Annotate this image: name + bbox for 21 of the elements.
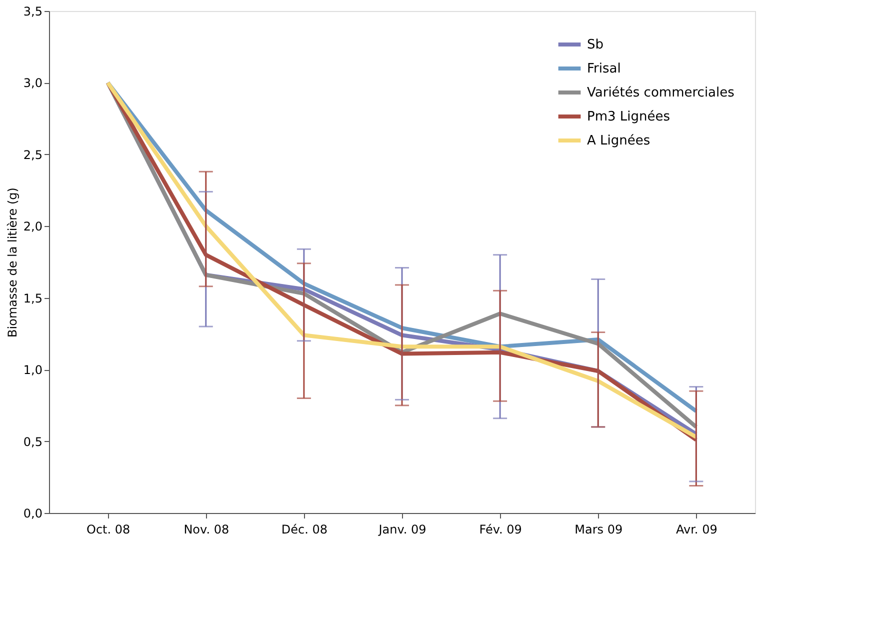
x-tick-label: Déc. 08: [281, 522, 328, 536]
y-tick-label: 2,5: [23, 148, 42, 162]
y-tick-label: 2,0: [23, 220, 42, 234]
legend-label: A Lignées: [587, 134, 650, 148]
y-tick-label: 3,5: [23, 4, 42, 18]
x-tick-label: Avr. 09: [676, 522, 718, 536]
y-tick-label: 0,5: [23, 434, 42, 449]
legend-label: Variétés commerciales: [587, 86, 735, 100]
y-axis-title: Biomasse de la litière (g): [5, 188, 20, 338]
x-tick-label: Oct. 08: [86, 522, 130, 536]
y-tick-label: 1,0: [23, 363, 42, 378]
x-tick-label: Fév. 09: [479, 522, 522, 536]
y-tick-label: 0,0: [23, 506, 42, 520]
x-tick-label: Mars 09: [574, 522, 623, 536]
y-tick-label: 1,5: [23, 291, 42, 306]
legend-label: Pm3 Lignées: [587, 110, 670, 124]
legend-label: Sb: [587, 38, 604, 52]
y-tick-label: 3,0: [23, 76, 42, 90]
x-tick-label: Nov. 08: [184, 522, 230, 536]
x-tick-label: Janv. 09: [378, 522, 426, 536]
legend-label: Frisal: [587, 62, 621, 76]
